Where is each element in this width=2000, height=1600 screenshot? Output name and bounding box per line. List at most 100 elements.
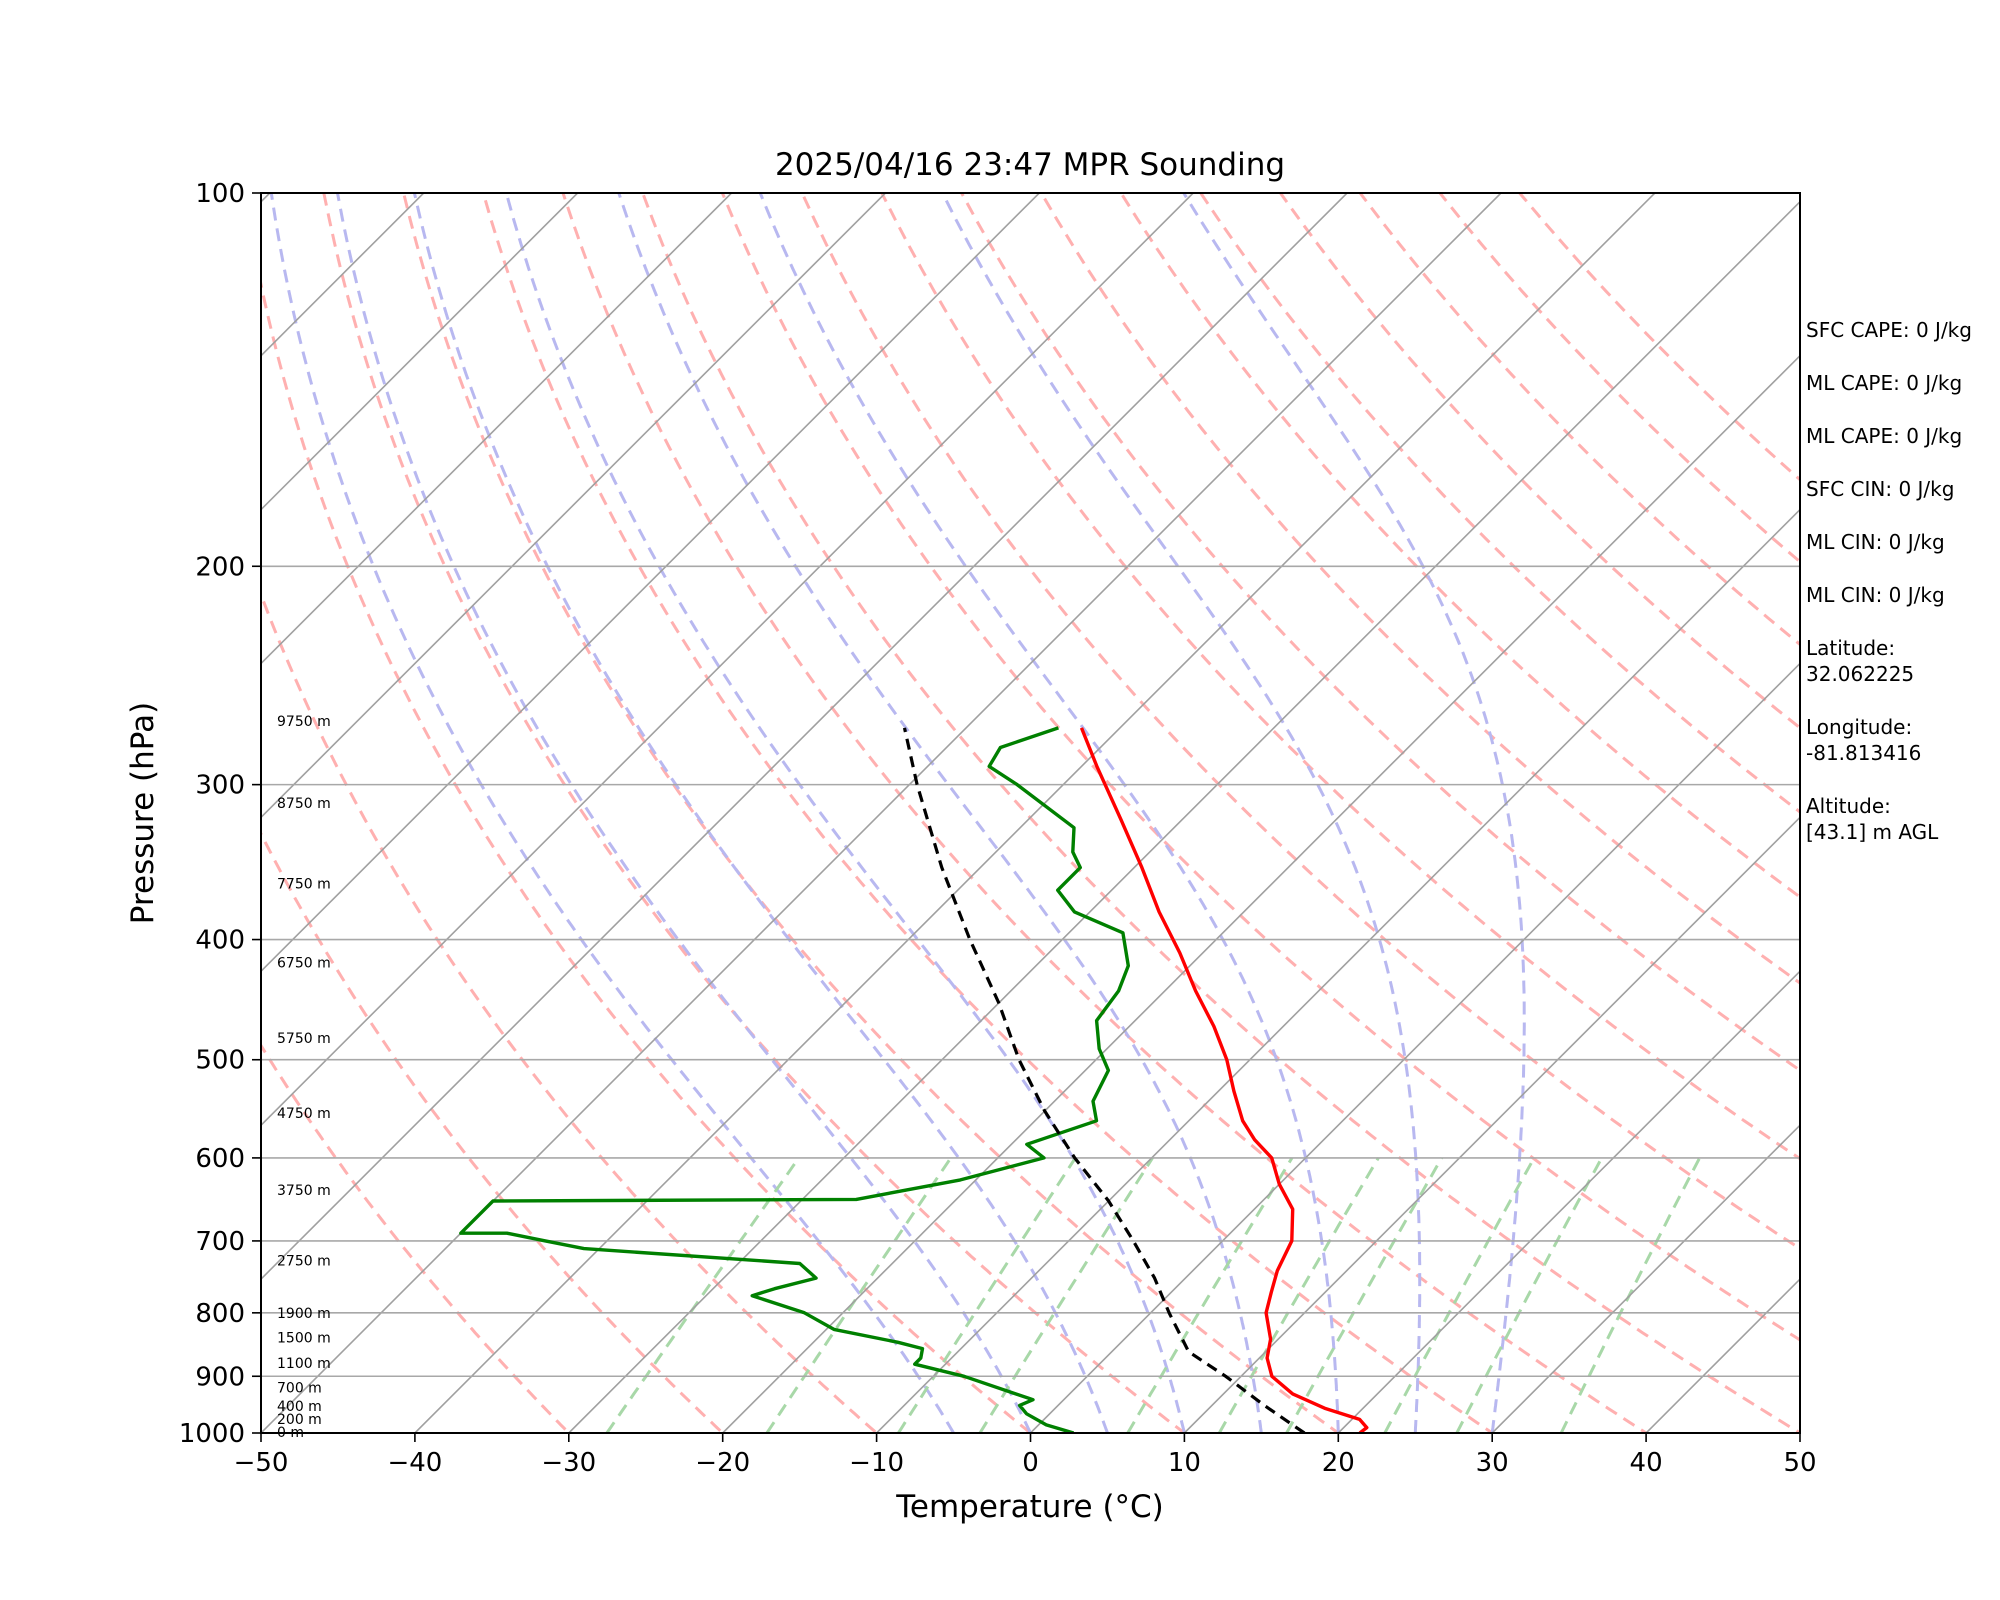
stat-line: ML CAPE: 0 J/kg <box>1806 371 1963 395</box>
isotherm-line <box>261 193 1194 1127</box>
isotherm-line <box>568 200 1800 1433</box>
stat-line: ML CIN: 0 J/kg <box>1806 530 1945 554</box>
isotherm-line <box>1183 816 1800 1433</box>
isotherm-line <box>261 193 886 819</box>
longitude-value: -81.813416 <box>1806 741 1922 765</box>
stat-line: ML CIN: 0 J/kg <box>1806 583 1945 607</box>
y-tick-label: 100 <box>195 179 245 209</box>
x-tick-label: −20 <box>695 1448 750 1478</box>
stat-line: ML CAPE: 0 J/kg <box>1806 424 1963 448</box>
moist-adiabat-line <box>269 193 955 1433</box>
height-label: 8750 m <box>277 796 331 812</box>
isotherm-line <box>1491 1124 1800 1433</box>
dry-adiabat-line <box>481 193 1495 1433</box>
x-tick-label: 30 <box>1476 1448 1509 1478</box>
height-label: 9750 m <box>277 714 331 730</box>
x-tick-label: −10 <box>849 1448 904 1478</box>
stat-line: SFC CAPE: 0 J/kg <box>1806 318 1972 342</box>
mixing-ratio-line <box>605 1157 801 1433</box>
dry-adiabat-line <box>880 193 1800 1161</box>
moist-adiabat-line <box>617 193 1263 1433</box>
height-label: 1500 m <box>277 1330 331 1346</box>
dry-adiabat-line <box>959 193 1800 1073</box>
y-tick-label: 700 <box>195 1227 245 1257</box>
dewpoint-trace <box>459 726 1130 1433</box>
latitude-info: Latitude: 32.062225 <box>1806 635 1996 687</box>
parcel-trace <box>902 727 1306 1433</box>
moist-adiabat-line <box>1182 193 1526 1433</box>
x-tick-label: 40 <box>1630 1448 1663 1478</box>
isotherm-line <box>876 508 1800 1433</box>
temperature-trace <box>1079 727 1369 1433</box>
height-label: 2750 m <box>277 1253 331 1269</box>
longitude-label: Longitude: <box>1806 715 1913 739</box>
x-tick-label: 0 <box>1022 1448 1039 1478</box>
isotherm-line <box>1029 662 1800 1433</box>
moist-adiabat-line <box>941 193 1422 1433</box>
moist-adiabat-line <box>758 193 1340 1433</box>
x-tick-label: 20 <box>1322 1448 1355 1478</box>
dry-adiabat-line <box>1278 193 1800 730</box>
y-tick-label: 800 <box>195 1299 245 1329</box>
dry-adiabat-line <box>261 830 725 1433</box>
stat-line: SFC CIN: 0 J/kg <box>1806 477 1955 501</box>
dry-adiabat-line <box>641 193 1800 1433</box>
isotherm-line <box>261 193 733 665</box>
height-label: 200 m <box>277 1412 322 1428</box>
reference-lines <box>261 193 1800 1433</box>
altitude-value: [43.1] m AGL <box>1806 820 1939 844</box>
x-tick-label: 50 <box>1783 1448 1816 1478</box>
mixing-ratio-line <box>1126 1157 1294 1433</box>
altitude-info: Altitude: [43.1] m AGL <box>1806 793 1996 845</box>
isotherm-line <box>261 193 1348 1281</box>
height-label: 700 m <box>277 1381 322 1397</box>
x-tick-label: 10 <box>1168 1448 1201 1478</box>
x-tick-label: −30 <box>541 1448 596 1478</box>
x-axis-title: Temperature (°C) <box>895 1489 1164 1525</box>
mixing-ratio-line <box>897 1157 1077 1433</box>
y-tick-label: 400 <box>195 926 245 956</box>
height-label: 7750 m <box>277 876 331 892</box>
isotherm-line <box>1337 970 1800 1433</box>
isotherm-line <box>261 193 579 511</box>
dry-adiabat-line <box>800 193 1800 1251</box>
x-axis: −50 −40 −30 −20 −10 0 10 20 30 40 50 <box>234 1433 1817 1478</box>
dry-adiabat-line <box>720 193 1800 1342</box>
height-label: 1100 m <box>277 1356 331 1372</box>
isotherm-line <box>722 354 1800 1433</box>
isotherm-line <box>414 193 1656 1433</box>
x-tick-label: −40 <box>387 1448 442 1478</box>
moist-adiabat-line <box>504 193 1186 1433</box>
moist-adiabat-line <box>412 193 1109 1433</box>
y-tick-label: 500 <box>195 1046 245 1076</box>
y-axis-title: Pressure (hPa) <box>125 702 161 924</box>
dry-adiabat-line <box>261 1042 571 1433</box>
height-label: 5750 m <box>277 1031 331 1047</box>
sounding-series <box>459 726 1369 1433</box>
y-tick-label: 300 <box>195 771 245 801</box>
y-tick-label: 600 <box>195 1144 245 1174</box>
y-axis: 100 200 300 400 500 600 700 800 900 1000 <box>179 179 261 1449</box>
height-label: 1900 m <box>277 1306 331 1322</box>
height-label: 4750 m <box>277 1106 331 1122</box>
pressure-grid <box>261 193 1800 1433</box>
height-label: 3750 m <box>277 1183 331 1199</box>
moist-adiabat-line <box>336 193 1032 1433</box>
dry-adiabat-line <box>1198 193 1800 814</box>
dry-adiabat-line <box>1119 193 1800 899</box>
height-label: 6750 m <box>277 955 331 971</box>
height-label: 400 m <box>277 1399 322 1415</box>
mixing-ratio-line <box>765 1157 953 1433</box>
altitude-label: Altitude: <box>1806 794 1891 818</box>
y-tick-label: 200 <box>195 552 245 582</box>
dry-adiabat-line <box>561 193 1649 1433</box>
chart-title: 2025/04/16 23:47 MPR Sounding <box>775 147 1285 183</box>
latitude-label: Latitude: <box>1806 636 1896 660</box>
latitude-value: 32.062225 <box>1806 662 1915 686</box>
dry-adiabat-line <box>1039 193 1800 985</box>
dry-adiabat-line <box>261 277 1033 1433</box>
y-tick-label: 1000 <box>179 1419 245 1449</box>
x-tick-label: −50 <box>234 1448 289 1478</box>
